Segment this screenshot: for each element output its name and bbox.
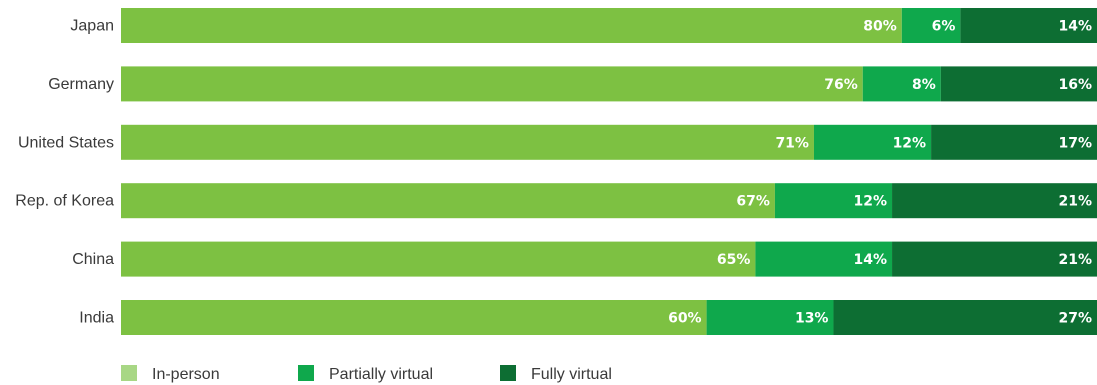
value-label-fully-virtual-germany: 16% [1058,77,1092,93]
bar-row-india: India 60% 13% 27% [79,300,1097,335]
bar-segment-in-person-india [121,300,707,335]
bar-segment-partially-virtual-united-states [813,124,932,160]
value-label-fully-virtual-india: 27% [1058,311,1092,327]
bar-segment-partially-virtual-germany [862,66,941,102]
bar-segment-in-person-germany [121,66,863,102]
bar-segment-fully-virtual-india [833,300,1097,335]
bar-segment-fully-virtual-china [892,241,1097,277]
bar-segment-partially-virtual-japan [901,8,961,43]
bar-segment-fully-virtual-germany [940,66,1097,102]
category-label-united-states: United States [18,134,114,151]
value-label-in-person-germany: 76% [824,77,858,93]
category-label-rep-of-korea: Rep. of Korea [15,193,114,210]
bar-segment-partially-virtual-india [706,300,834,335]
value-label-partially-virtual-india: 13% [795,311,829,327]
bar-segment-partially-virtual-china [755,241,893,277]
bar-row-united-states: United States 71% 12% 17% [18,124,1097,160]
value-label-fully-virtual-united-states: 17% [1058,135,1092,151]
bar-segment-in-person-rep-of-korea [121,183,775,219]
category-label-germany: Germany [48,76,114,93]
value-label-in-person-rep-of-korea: 67% [736,194,770,210]
value-label-partially-virtual-china: 14% [854,252,888,268]
value-label-in-person-india: 60% [668,311,702,327]
bar-segment-in-person-japan [121,8,902,43]
bar-segment-in-person-china [121,241,756,277]
value-label-in-person-japan: 80% [863,19,897,35]
value-label-partially-virtual-germany: 8% [912,77,936,93]
value-label-fully-virtual-rep-of-korea: 21% [1058,194,1092,210]
value-label-partially-virtual-rep-of-korea: 12% [854,194,888,210]
plot-area: Japan 80% 6% 14% Germany 76% 8% 16% United State… [15,8,1097,335]
bar-segment-fully-virtual-rep-of-korea [892,183,1097,219]
bar-segment-fully-virtual-united-states [931,124,1097,160]
category-label-japan: Japan [70,18,114,35]
category-label-india: India [79,310,114,327]
bar-row-japan: Japan 80% 6% 14% [70,8,1097,43]
legend-swatch-partially-virtual [298,365,314,381]
bar-segment-in-person-united-states [121,124,814,160]
legend-swatch-fully-virtual [500,365,516,381]
legend-label-partially-virtual: Partially virtual [329,366,433,383]
value-label-partially-virtual-japan: 6% [932,19,956,35]
value-label-fully-virtual-china: 21% [1058,252,1092,268]
value-label-fully-virtual-japan: 14% [1058,19,1092,35]
legend: In-person Partially virtual Fully virtual [121,365,612,383]
legend-label-in-person: In-person [152,366,220,383]
legend-label-fully-virtual: Fully virtual [531,366,612,383]
value-label-in-person-china: 65% [717,252,751,268]
value-label-partially-virtual-united-states: 12% [893,135,927,151]
bar-row-rep-of-korea: Rep. of Korea 67% 12% 21% [15,183,1097,219]
category-label-china: China [72,251,114,268]
bar-segment-partially-virtual-rep-of-korea [774,183,893,219]
bar-segment-fully-virtual-japan [960,8,1097,43]
bar-row-china: China 65% 14% 21% [72,241,1097,277]
legend-swatch-in-person [121,365,137,381]
value-label-in-person-united-states: 71% [775,135,809,151]
bar-row-germany: Germany 76% 8% 16% [48,66,1097,102]
